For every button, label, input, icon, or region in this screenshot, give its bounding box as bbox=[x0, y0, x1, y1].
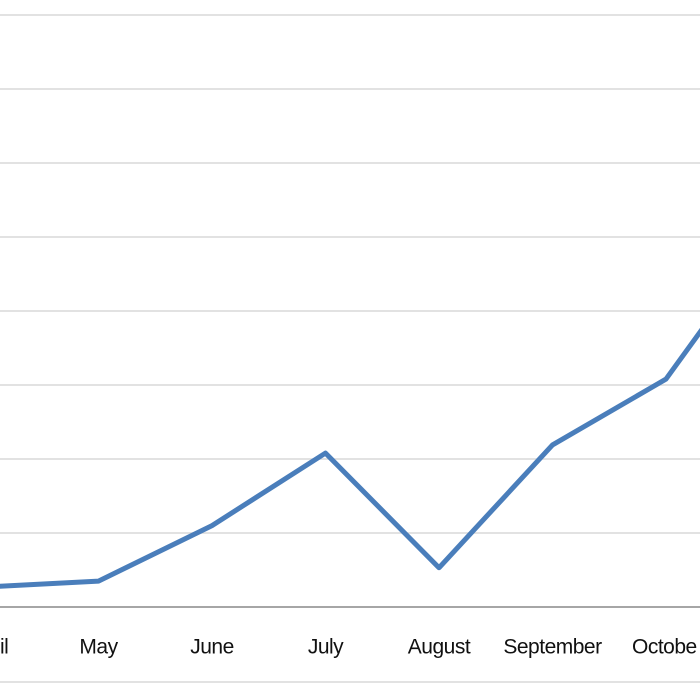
x-tick-label: June bbox=[190, 636, 234, 659]
x-tick-label: Octobe bbox=[632, 636, 697, 659]
x-tick-label: May bbox=[79, 636, 118, 659]
x-tick-label: il bbox=[0, 636, 8, 659]
x-tick-label: September bbox=[503, 636, 602, 659]
data-line bbox=[0, 327, 700, 589]
x-tick-label: July bbox=[308, 636, 344, 659]
x-tick-label: August bbox=[408, 636, 471, 659]
